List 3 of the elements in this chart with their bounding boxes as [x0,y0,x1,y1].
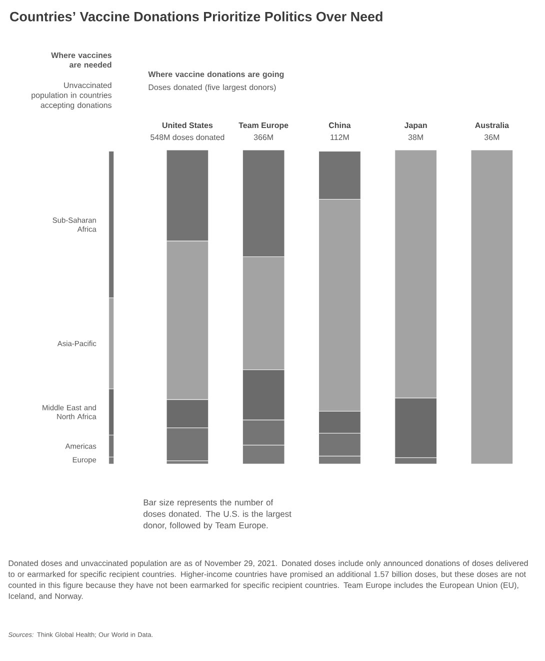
chart-title: Countries’ Vaccine Donations Prioritize Politics Over Need [10,12,382,22]
bar [470,150,514,464]
text: Bar size represents the number of doses donated. The U.S. is the largest donor, followed by Team Europe. [144,499,292,530]
